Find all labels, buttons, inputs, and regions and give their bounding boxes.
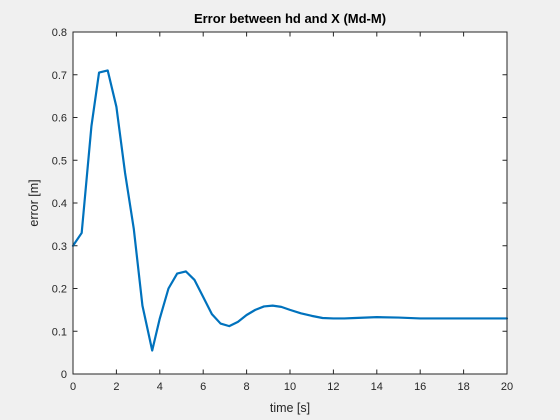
y-tick-label: 0.5 [52, 155, 67, 167]
x-tick-label: 0 [70, 381, 76, 393]
y-tick-label: 0.3 [52, 241, 67, 253]
x-tick-label: 12 [327, 381, 339, 393]
y-axis-title: error [m] [27, 179, 41, 226]
y-tick-label: 0.2 [52, 284, 67, 296]
x-tick-label: 4 [157, 381, 163, 393]
y-tick-label: 0.1 [52, 326, 67, 338]
y-tick-label: 0.7 [52, 70, 67, 82]
chart-title: Error between hd and X (Md-M) [194, 11, 386, 26]
plot-box [72, 31, 508, 375]
y-tick-label: 0.8 [52, 27, 67, 39]
y-tick-label: 0.4 [52, 198, 67, 210]
x-axis-title: time [s] [270, 401, 310, 415]
y-tick-label: 0 [61, 369, 67, 381]
plot-area [73, 32, 507, 374]
x-tick-label: 2 [113, 381, 119, 393]
error-series-line [71, 69, 509, 352]
x-tick-label: 14 [371, 381, 383, 393]
tick-labels: 0 2 4 6 8 10 12 14 16 18 20 0 0.1 0.2 0.3 0.4 0.5 0.6 0.7 0… [52, 27, 513, 393]
x-tick-label: 18 [457, 381, 469, 393]
y-tick-label: 0.6 [52, 113, 67, 125]
x-tick-label: 16 [414, 381, 426, 393]
x-tick-label: 8 [244, 381, 250, 393]
x-tick-label: 20 [501, 381, 513, 393]
x-tick-label: 10 [284, 381, 296, 393]
x-tick-label: 6 [200, 381, 206, 393]
